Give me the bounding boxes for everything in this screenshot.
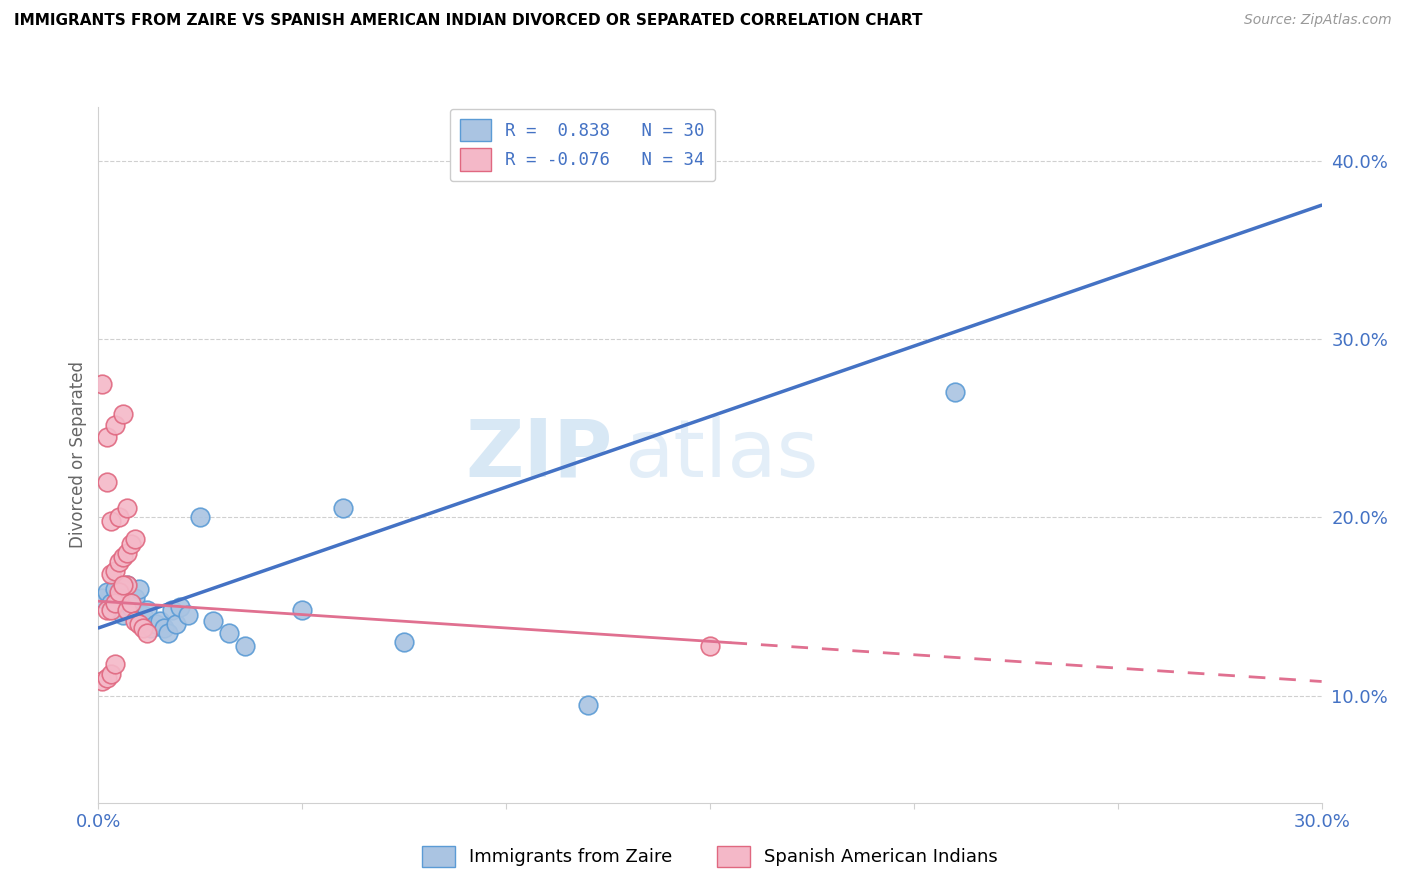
Point bbox=[120, 537, 142, 551]
Text: atlas: atlas bbox=[624, 416, 818, 494]
Text: IMMIGRANTS FROM ZAIRE VS SPANISH AMERICAN INDIAN DIVORCED OR SEPARATED CORRELATI: IMMIGRANTS FROM ZAIRE VS SPANISH AMERICA… bbox=[14, 13, 922, 29]
Point bbox=[177, 608, 200, 623]
Point bbox=[115, 578, 138, 592]
Text: ZIP: ZIP bbox=[465, 416, 612, 494]
Point bbox=[100, 514, 122, 528]
Point bbox=[152, 621, 174, 635]
Point bbox=[104, 582, 127, 596]
Point bbox=[132, 621, 155, 635]
Point bbox=[104, 657, 127, 671]
Point bbox=[104, 596, 127, 610]
Point bbox=[91, 591, 114, 605]
Point bbox=[136, 626, 159, 640]
Point bbox=[100, 667, 122, 681]
Point bbox=[96, 475, 118, 489]
Y-axis label: Divorced or Separated: Divorced or Separated bbox=[69, 361, 87, 549]
Point bbox=[124, 591, 146, 605]
Point bbox=[332, 501, 354, 516]
Point bbox=[111, 578, 134, 592]
Point bbox=[124, 614, 146, 628]
Point bbox=[108, 603, 131, 617]
Point bbox=[943, 385, 966, 400]
Point bbox=[201, 614, 224, 628]
Point bbox=[91, 674, 114, 689]
Point bbox=[111, 608, 134, 623]
Point bbox=[108, 585, 131, 599]
Point bbox=[108, 591, 131, 605]
Point bbox=[96, 585, 118, 599]
Point bbox=[160, 603, 183, 617]
Point bbox=[104, 417, 127, 432]
Point bbox=[96, 671, 118, 685]
Point bbox=[149, 614, 172, 628]
Point bbox=[96, 430, 118, 444]
Point bbox=[108, 555, 131, 569]
Point bbox=[156, 626, 179, 640]
Point bbox=[115, 501, 138, 516]
Point bbox=[124, 532, 146, 546]
Point bbox=[115, 546, 138, 560]
Point bbox=[165, 617, 187, 632]
Point bbox=[108, 510, 131, 524]
Point bbox=[218, 626, 240, 640]
Point bbox=[141, 621, 163, 635]
Legend: Immigrants from Zaire, Spanish American Indians: Immigrants from Zaire, Spanish American … bbox=[415, 838, 1005, 874]
Point bbox=[91, 376, 114, 391]
Point bbox=[120, 596, 142, 610]
Point bbox=[115, 603, 138, 617]
Point bbox=[100, 596, 122, 610]
Point bbox=[111, 407, 134, 421]
Point bbox=[128, 617, 150, 632]
Point bbox=[100, 567, 122, 582]
Point bbox=[111, 582, 134, 596]
Point bbox=[699, 639, 721, 653]
Point bbox=[145, 617, 167, 632]
Point bbox=[132, 608, 155, 623]
Point bbox=[120, 599, 142, 614]
Text: Source: ZipAtlas.com: Source: ZipAtlas.com bbox=[1244, 13, 1392, 28]
Point bbox=[576, 698, 599, 712]
Point bbox=[100, 603, 122, 617]
Point bbox=[115, 578, 138, 592]
Point bbox=[169, 599, 191, 614]
Point bbox=[188, 510, 212, 524]
Point bbox=[291, 603, 314, 617]
Point bbox=[96, 603, 118, 617]
Point bbox=[111, 549, 134, 564]
Point bbox=[128, 582, 150, 596]
Point bbox=[392, 635, 416, 649]
Point bbox=[136, 603, 159, 617]
Point bbox=[233, 639, 256, 653]
Point bbox=[104, 564, 127, 578]
